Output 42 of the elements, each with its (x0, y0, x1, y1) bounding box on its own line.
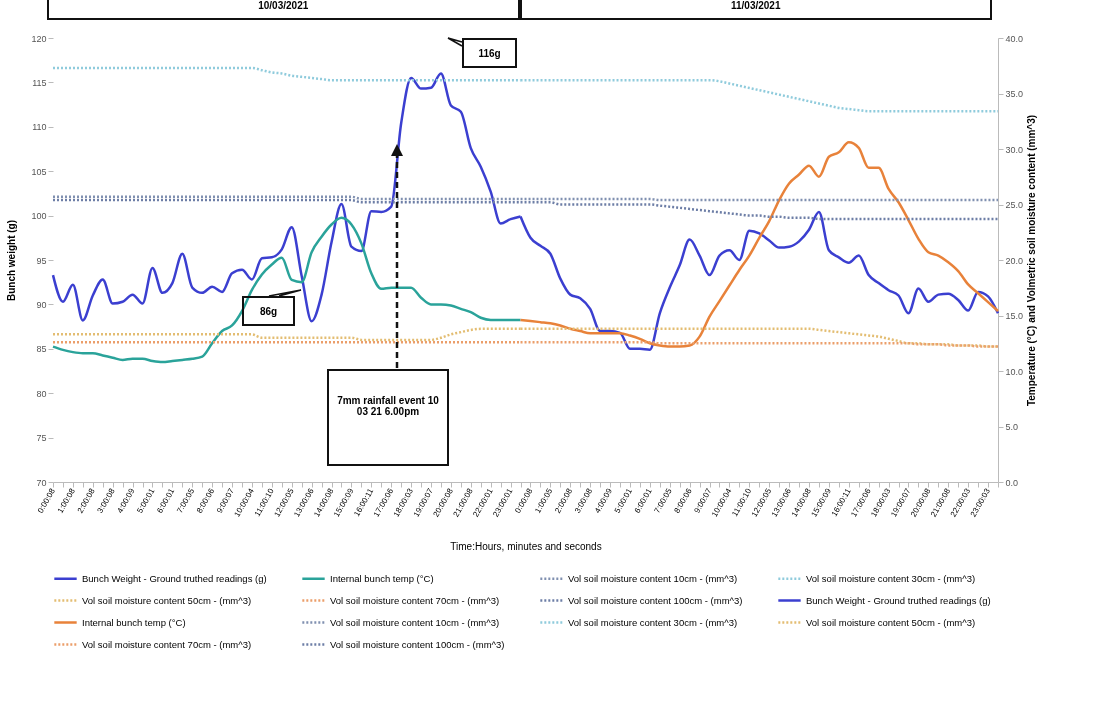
legend-label: Vol soil moisture content 50cm - (mm^3) (806, 616, 976, 628)
annotation: 7mm rainfall event 10 03 21 6.00pm (327, 369, 449, 466)
y-tick-label: 120 (31, 33, 47, 44)
legend-label: Internal bunch temp (°C) (330, 572, 434, 584)
y2-tick-label: 25.0 (1005, 200, 1024, 210)
legend-label: Bunch Weight - Ground truthed readings (g) (806, 594, 991, 606)
legend-label: Bunch Weight - Ground truthed readings (g) (82, 572, 267, 584)
y2-tick-label: 40.0 (1005, 33, 1024, 44)
legend-label: Vol soil moisture content 10cm - (mm^3) (568, 572, 738, 584)
legend-label: Vol soil moisture content 100cm - (mm^3) (330, 638, 505, 650)
y2-tick-label: 20.0 (1005, 255, 1024, 266)
text: 11/03/2021 (519, 0, 992, 20)
annotation: 116g (462, 38, 517, 68)
y-tick-label: 75 (36, 433, 47, 444)
y-tick-label: 115 (32, 77, 47, 88)
y-tick-label: 70 (36, 477, 47, 488)
x-axis-title: Time:Hours, minutes and seconds (450, 541, 602, 553)
legend-label: Vol soil moisture content 70cm - (mm^3) (330, 594, 500, 606)
y2-axis-title: Temperature (°C) and Volmetric soil moisture content (mm^3) (1026, 114, 1038, 407)
text: 10/03/2021 (47, 0, 520, 20)
y-axis-title: Bunch weight (g) (6, 219, 18, 302)
y-tick-label: 95 (36, 255, 47, 266)
y2-tick-label: 30.0 (1005, 144, 1024, 155)
y-tick-label: 90 (36, 299, 47, 310)
legend-label: Vol soil moisture content 30cm - (mm^3) (568, 616, 738, 628)
y2-tick-label: 10.0 (1005, 366, 1024, 377)
legend-label: Vol soil moisture content 50cm - (mm^3) (82, 594, 252, 606)
y-tick-label: 110 (32, 122, 47, 133)
y-tick-label: 105 (31, 166, 47, 177)
y-tick-label: 85 (36, 344, 47, 355)
legend-label: Vol soil moisture content 30cm - (mm^3) (806, 572, 976, 584)
y-tick-label: 80 (36, 388, 47, 399)
legend-label: Vol soil moisture content 70cm - (mm^3) (82, 638, 252, 650)
y-tick-label: 100 (31, 211, 47, 222)
y2-tick-label: 35.0 (1005, 89, 1024, 99)
legend-label: Vol soil moisture content 10cm - (mm^3) (330, 616, 500, 628)
y2-tick-label: 15.0 (1005, 311, 1024, 321)
legend-label: Internal bunch temp (°C) (82, 616, 186, 628)
y2-tick-label: 5.0 (1005, 422, 1019, 432)
annotation: 86g (242, 296, 295, 326)
legend-label: Vol soil moisture content 100cm - (mm^3) (568, 594, 743, 606)
y2-tick-label: 0.0 (1005, 477, 1019, 488)
